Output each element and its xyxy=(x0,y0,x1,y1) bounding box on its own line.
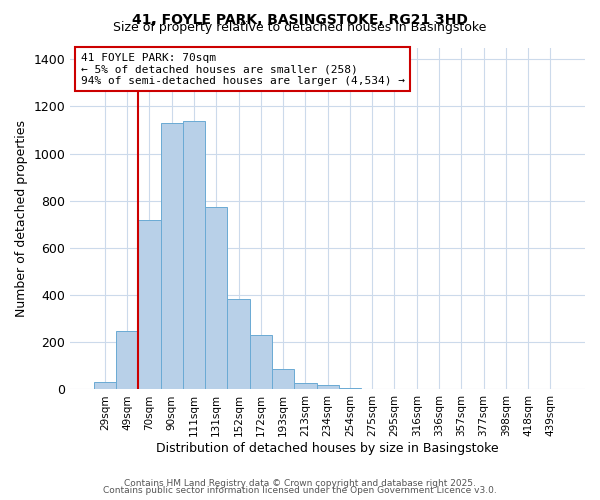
Bar xyxy=(227,298,250,390)
Bar xyxy=(272,368,294,390)
Bar xyxy=(250,335,272,390)
Bar xyxy=(294,383,317,390)
X-axis label: Distribution of detached houses by size in Basingstoke: Distribution of detached houses by size … xyxy=(157,442,499,455)
Text: Contains HM Land Registry data © Crown copyright and database right 2025.: Contains HM Land Registry data © Crown c… xyxy=(124,478,476,488)
Text: Size of property relative to detached houses in Basingstoke: Size of property relative to detached ho… xyxy=(113,22,487,35)
Bar xyxy=(161,123,183,390)
Text: 41 FOYLE PARK: 70sqm
← 5% of detached houses are smaller (258)
94% of semi-detac: 41 FOYLE PARK: 70sqm ← 5% of detached ho… xyxy=(80,52,404,86)
Y-axis label: Number of detached properties: Number of detached properties xyxy=(15,120,28,317)
Text: Contains public sector information licensed under the Open Government Licence v3: Contains public sector information licen… xyxy=(103,486,497,495)
Bar xyxy=(183,120,205,390)
Bar xyxy=(138,220,161,390)
Bar xyxy=(94,382,116,390)
Bar xyxy=(339,388,361,390)
Bar xyxy=(317,385,339,390)
Text: 41, FOYLE PARK, BASINGSTOKE, RG21 3HD: 41, FOYLE PARK, BASINGSTOKE, RG21 3HD xyxy=(132,12,468,26)
Bar xyxy=(116,331,138,390)
Bar xyxy=(205,206,227,390)
